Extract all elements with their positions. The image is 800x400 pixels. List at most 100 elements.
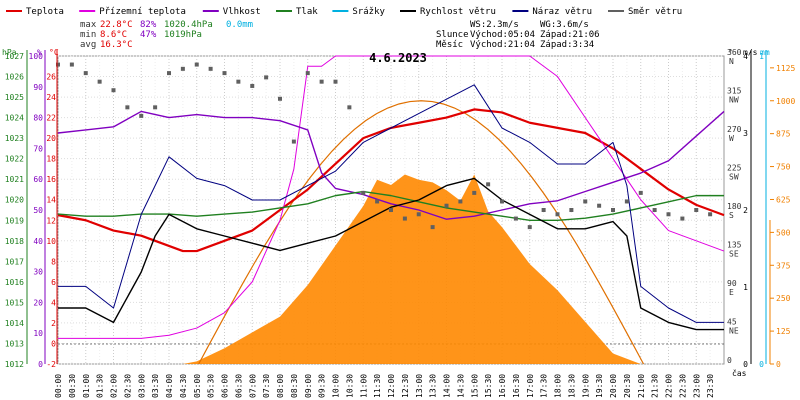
hpa-tick-label: 1026 <box>5 73 24 82</box>
pct-tick-label: 20 <box>33 298 43 307</box>
time-tick-label: 09:00 <box>304 374 313 398</box>
wind-direction-point <box>167 71 171 76</box>
wind-direction-point <box>139 113 144 118</box>
wind-direction-point <box>402 216 407 221</box>
wind-speed-avg: WS:2.3m/s <box>470 20 519 30</box>
legend: Teplota Přízemní teplota Vlhkost Tlak Srážky… <box>6 7 682 17</box>
time-tick-label: 21:00 <box>637 374 646 398</box>
dir-tick-deg: 135 <box>727 241 742 250</box>
wind-direction-point <box>389 208 393 212</box>
mm-tick-label: 1 <box>759 52 764 61</box>
temp-tick-label: 12 <box>46 216 56 225</box>
wind-direction-point <box>416 212 421 217</box>
wind-direction-point <box>250 83 255 88</box>
hpa-tick-label: 1021 <box>5 175 24 184</box>
wind-direction-point <box>666 212 671 217</box>
moon-rise: Východ:21:04 <box>470 40 535 50</box>
wm2-tick-label: 1125 <box>776 64 795 73</box>
moon-label: Měsíc <box>436 40 463 50</box>
wind-direction-point <box>583 199 588 204</box>
wind-direction-point <box>194 62 199 67</box>
ms-tick-label: 3 <box>743 129 748 138</box>
hpa-tick-label: 1016 <box>5 278 24 287</box>
wind-direction-point <box>222 71 227 76</box>
dir-tick-label: NW <box>729 96 739 105</box>
humidity-line <box>57 110 725 220</box>
wind-direction-point <box>430 225 435 230</box>
time-tick-label: 08:00 <box>276 374 285 398</box>
wind-direction-point <box>597 203 602 208</box>
temp-tick-label: 0 <box>51 339 56 348</box>
time-tick-label: 21:30 <box>651 374 660 398</box>
wind-direction-point <box>458 199 463 204</box>
wind-direction-point <box>555 212 560 217</box>
wind-direction-point <box>125 105 130 110</box>
stat-min-temp: 8.6°C <box>100 30 127 40</box>
wind-direction-point <box>624 199 629 204</box>
legend-label: Přízemní teplota <box>99 7 186 17</box>
temp-tick-label: 2 <box>51 319 56 328</box>
legend-label: Náraz větru <box>532 7 592 17</box>
time-tick-label: 22:00 <box>665 374 674 398</box>
wind-direction-point <box>180 66 185 71</box>
dir-tick-label: SW <box>729 173 739 182</box>
hpa-tick-label: 1017 <box>5 257 24 266</box>
temp-tick-label: 20 <box>46 134 56 143</box>
time-tick-label: 22:30 <box>678 374 687 398</box>
dir-tick-deg: 225 <box>727 164 742 173</box>
wind-direction-point <box>361 190 366 195</box>
wind-direction-point <box>97 79 102 84</box>
hpa-tick-label: 1012 <box>5 360 24 369</box>
hpa-tick-label: 1015 <box>5 298 24 307</box>
time-tick-label: 23:00 <box>692 374 701 398</box>
time-tick-label: 17:00 <box>526 374 535 398</box>
wind-direction-point <box>708 212 713 217</box>
temp-tick-label: -2 <box>46 360 56 369</box>
wind-direction-point <box>486 182 491 187</box>
wind-direction-point <box>694 208 699 212</box>
wind-direction-point <box>375 199 380 204</box>
stat-min-label: min <box>80 30 96 40</box>
time-tick-label: 11:00 <box>359 374 368 398</box>
wind-direction-point <box>236 79 241 84</box>
wind-speed-line <box>58 177 724 331</box>
pct-tick-label: 80 <box>33 114 43 123</box>
wind-direction-point <box>83 71 88 76</box>
time-tick-label: 04:30 <box>179 374 188 398</box>
axes: 1027102610251024102310221021102010191018… <box>2 48 795 398</box>
wm2-tick-label: 0 <box>776 360 781 369</box>
dir-tick-label: NE <box>729 327 739 336</box>
temp-tick-label: 4 <box>51 298 56 307</box>
wind-direction-point <box>56 62 60 67</box>
time-tick-label: 16:30 <box>512 374 521 398</box>
wind-direction-point <box>69 62 74 67</box>
sun-set: Západ:21:06 <box>540 30 600 40</box>
temp-tick-label: 18 <box>46 155 56 164</box>
ms-tick-label: 1 <box>743 283 748 292</box>
dir-tick-deg: 180 <box>727 202 742 211</box>
radiation-area <box>182 174 641 364</box>
time-tick-label: 20:00 <box>609 374 618 398</box>
time-tick-label: 14:30 <box>456 374 465 398</box>
mm-tick-label: 0 <box>759 360 764 369</box>
temp-tick-label: 24 <box>46 93 56 102</box>
dir-tick-deg: 315 <box>727 87 742 96</box>
hpa-unit: hPa <box>2 48 17 57</box>
time-tick-label: 05:30 <box>207 374 216 398</box>
pct-tick-label: 30 <box>33 268 43 277</box>
wind-direction-point <box>513 216 518 221</box>
wm2-tick-label: 1000 <box>776 97 795 106</box>
hpa-tick-label: 1020 <box>5 196 24 205</box>
hpa-tick-label: 1014 <box>5 319 24 328</box>
wind-direction-point <box>472 190 477 195</box>
wind-direction-point <box>264 75 269 80</box>
hpa-tick-label: 1019 <box>5 216 24 225</box>
time-tick-label: 12:30 <box>401 374 410 398</box>
ground-temperature-line <box>58 55 725 339</box>
wind-direction-point <box>278 96 282 101</box>
wind-direction-point <box>291 139 296 144</box>
time-tick-label: 03:00 <box>137 374 146 398</box>
hpa-tick-label: 1023 <box>5 134 24 143</box>
temp-tick-label: 14 <box>46 196 56 205</box>
pct-tick-label: 70 <box>33 144 43 153</box>
